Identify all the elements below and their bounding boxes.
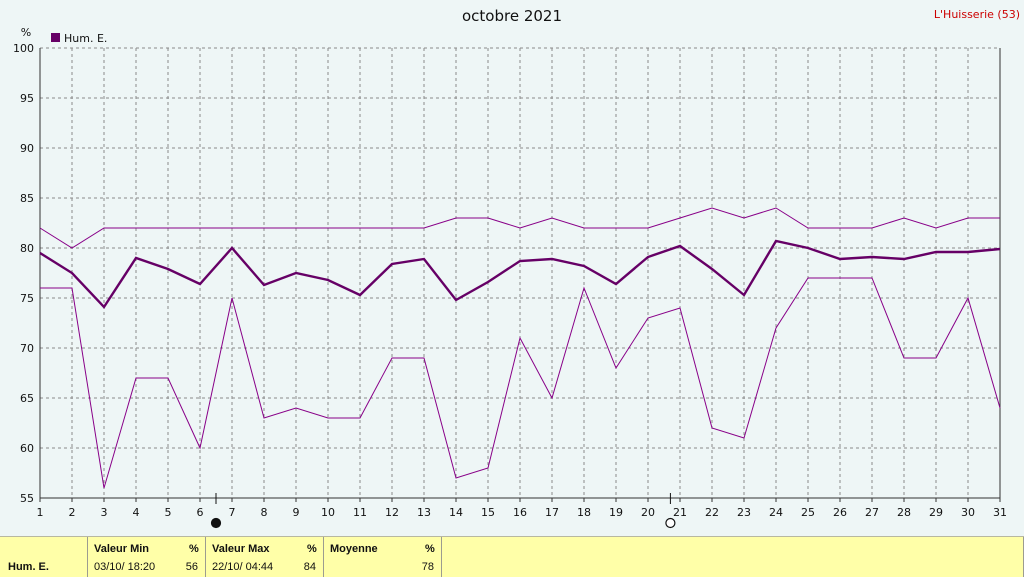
- x-tick-label: 11: [353, 506, 367, 519]
- summary-max-cell: Valeur Max % 22/10/ 04:44 84: [206, 537, 324, 577]
- summary-avg-cell: Moyenne % 78: [324, 537, 442, 577]
- x-tick-label: 20: [641, 506, 655, 519]
- x-tick-label: 4: [133, 506, 140, 519]
- summary-min-cell: Valeur Min % 03/10/ 18:20 56: [88, 537, 206, 577]
- x-tick-label: 8: [261, 506, 268, 519]
- x-tick-label: 25: [801, 506, 815, 519]
- series-group: [39, 207, 1001, 489]
- x-tick-label: 19: [609, 506, 623, 519]
- x-tick-label: 6: [197, 506, 204, 519]
- station-name: L'Huisserie (53): [934, 8, 1020, 21]
- y-tick-label: 65: [20, 392, 34, 405]
- x-tick-label: 24: [769, 506, 783, 519]
- x-tick-label: 1: [37, 506, 44, 519]
- y-tick-labels: 55 60 65 70 75 80 85 90 95 100: [13, 42, 34, 505]
- chart-title: octobre 2021: [462, 7, 562, 25]
- x-tick-label: 14: [449, 506, 463, 519]
- x-tick-label: 15: [481, 506, 495, 519]
- avg-value: 78: [421, 561, 434, 573]
- avg-header: Moyenne: [330, 543, 378, 555]
- min-value: 56: [185, 561, 198, 573]
- x-tick-label: 26: [833, 506, 847, 519]
- max-header: Valeur Max: [212, 543, 270, 555]
- x-tick-label: 21: [673, 506, 687, 519]
- full-moon-icon: [665, 517, 676, 529]
- x-tick-label: 13: [417, 506, 431, 519]
- series-line-max: [39, 207, 1000, 249]
- grid: [40, 47, 1000, 498]
- moon-phases: [210, 493, 676, 529]
- chart: octobre 2021 L'Huisserie (53) Hum. E. % …: [13, 7, 1020, 529]
- y-tick-label: 75: [20, 292, 34, 305]
- x-tick-label: 27: [865, 506, 879, 519]
- x-tick-label: 2: [69, 506, 76, 519]
- max-date: 22/10/ 04:44: [212, 561, 274, 573]
- x-tick-label: 29: [929, 506, 943, 519]
- x-tick-label: 3: [101, 506, 108, 519]
- y-tick-label: 90: [20, 142, 34, 155]
- summary-sensor-label: Hum. E.: [8, 561, 49, 573]
- x-tick-label: 22: [705, 506, 719, 519]
- series-line-mean: [39, 239, 1001, 309]
- max-value: 84: [303, 561, 316, 573]
- legend-label: Hum. E.: [64, 32, 107, 45]
- y-tick-label: 85: [20, 192, 34, 205]
- x-tick-label: 18: [577, 506, 591, 519]
- new-moon-icon: [210, 517, 222, 529]
- min-unit: %: [189, 543, 199, 555]
- x-tick-label: 31: [993, 506, 1007, 519]
- summary-label-cell: Hum. E.: [0, 537, 88, 577]
- min-header: Valeur Min: [94, 543, 150, 555]
- summary-bar: Hum. E. Valeur Min % 03/10/ 18:20 56 Val…: [0, 536, 1024, 577]
- y-tick-label: 60: [20, 442, 34, 455]
- y-tick-label: 55: [20, 492, 34, 505]
- x-tick-label: 23: [737, 506, 751, 519]
- y-tick-label: 70: [20, 342, 34, 355]
- x-tick-label: 17: [545, 506, 559, 519]
- series-line-min: [40, 277, 1001, 489]
- min-date: 03/10/ 18:20: [94, 561, 156, 573]
- x-tick-label: 12: [385, 506, 399, 519]
- summary-empty-cell: [442, 537, 1024, 577]
- axes: [39, 48, 1001, 502]
- y-axis-unit: %: [21, 26, 31, 39]
- x-tick-label: 7: [229, 506, 236, 519]
- x-tick-label: 10: [321, 506, 335, 519]
- x-tick-label: 5: [165, 506, 172, 519]
- x-tick-labels: 1 2 3 4 5 6 7 8 9 10 11 12 13 14 15 16 17 18 19 20 21 22 23 24 2…: [37, 506, 1008, 519]
- x-tick-label: 30: [961, 506, 975, 519]
- x-tick-label: 9: [293, 506, 300, 519]
- y-tick-label: 95: [20, 92, 34, 105]
- avg-unit: %: [425, 543, 435, 555]
- x-tick-label: 28: [897, 506, 911, 519]
- legend-swatch: [51, 33, 60, 42]
- y-tick-label: 80: [20, 242, 34, 255]
- x-tick-label: 16: [513, 506, 527, 519]
- y-tick-label: 100: [13, 42, 34, 55]
- max-unit: %: [307, 543, 317, 555]
